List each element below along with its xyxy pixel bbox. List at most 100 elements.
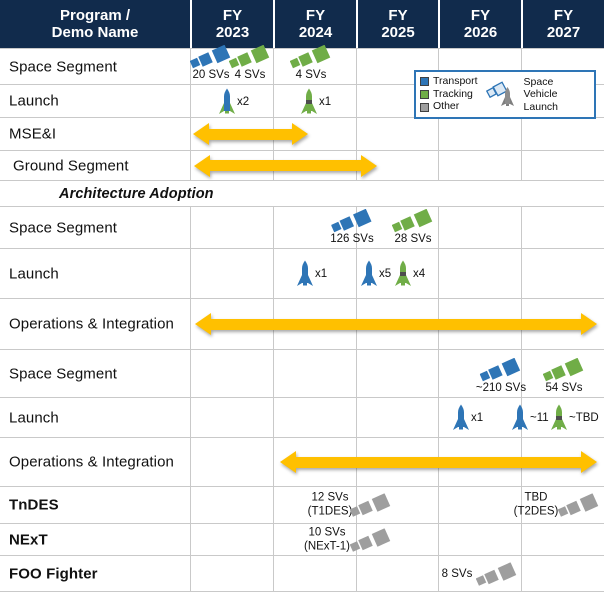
arrow-right-head-icon [292,123,308,145]
row-next: NExT 10 SVs (NExT-1) [0,523,604,555]
satellite-cluster-icon [558,493,600,519]
fy-year: 2025 [381,24,415,41]
legend-keys: Transport Tracking Other [420,76,478,113]
column-grid-line [273,49,274,84]
rocket-icon [394,260,412,288]
header-program-line2: Demo Name [51,24,139,41]
row-label: TnDES [9,496,59,514]
timeline-arrow [193,123,308,145]
column-grid-line [190,299,191,349]
header-cell-fy-2024: FY 2024 [273,0,356,48]
arrow-right-head-icon [581,313,597,335]
satellite-group: 54 SVs [543,357,585,395]
row-space-segment: Space Segment 20 SVs 4 SVs 4 SVs [0,44,604,84]
row-label: NExT [9,531,48,548]
column-grid-line [356,85,357,117]
column-grid-line [273,556,274,592]
row-mse-i: MSE&I [0,117,604,150]
column-grid-line [438,524,439,555]
space-vehicle-launch-icon [485,80,520,109]
launch-item: x5 [360,260,391,288]
row-tndes: TnDES 12 SVs (T1DES) TBD (T2DES) [0,486,604,523]
legend-item-other: Other [420,101,478,113]
rocket-icon [511,404,529,432]
satellite-cluster-icon [350,493,392,519]
fy-year: 2024 [298,24,333,41]
row-architecture-adoption: Architecture Adoption [0,180,604,206]
column-grid-line [190,556,191,592]
timeline-arrow [195,313,597,335]
launch-count-label: ~TBD [569,412,599,425]
arrow-left-head-icon [193,123,209,145]
column-grid-line [190,487,191,523]
row-space-segment: Space Segment ~210 SVs 54 SVs [0,349,604,397]
launch-item: x1 [296,260,327,288]
launch-item: ~11 [511,404,549,432]
row-label: MSE&I [9,125,57,143]
row-launch: Launch x1 ~11 ~TBD [0,397,604,437]
fy-year: 2026 [463,24,498,41]
column-grid-line [190,118,191,150]
satellite-group: 28 SVs [392,208,434,246]
row-launch: Launch x1 x5 x4 [0,248,604,298]
column-grid-line [273,350,274,397]
row-space-segment: Space Segment 126 SVs 28 SVs [0,206,604,248]
satellite-cluster-icon [476,562,518,588]
legend-swatch-tracking [420,89,429,99]
satellite-cluster-icon [190,44,232,70]
column-grid-line [356,49,357,84]
column-grid-line [273,438,274,486]
sv-count-label: 126 SVs [330,232,374,245]
sv-count-label: 4 SVs [234,68,266,81]
legend-swatch-other [420,102,429,112]
arrow-bar [210,160,361,171]
sv-count-label: 10 SVs (NExT-1) [304,525,350,554]
sv-count-label: 8 SVs [442,567,473,581]
row-label: Space Segment [9,58,118,75]
sv-count-line: TBD [524,491,548,504]
sv-count-label: 20 SVs [192,68,230,81]
fy-label: FY [222,6,243,24]
column-grid-line [521,249,522,298]
column-grid-line [521,151,522,180]
launch-count-label: ~11 [530,412,549,425]
column-grid-line [521,49,522,84]
satellite-cluster-icon [392,208,434,234]
column-grid-line [190,350,191,397]
column-grid-line [521,118,522,150]
column-grid-line [273,249,274,298]
satellite-group: ~210 SVs [476,357,526,395]
rocket-icon [360,260,378,288]
arrow-right-head-icon [361,154,377,177]
satellite-cluster-icon [290,44,332,70]
row-operations-integration: Operations & Integration [0,298,604,349]
row-ground-segment: Ground Segment [0,150,604,180]
column-grid-line [273,524,274,555]
sv-count-line: (T1DES) [307,506,353,518]
column-grid-line [273,85,274,117]
satellite-cluster-icon [476,357,526,383]
column-grid-line [273,487,274,523]
satellite-cluster-icon [350,528,392,553]
row-label: Launch [9,409,59,426]
column-grid-line [438,487,439,523]
column-grid-line [190,398,191,437]
row-foo-fighter: FOO Fighter 8 SVs [0,555,604,592]
launch-item: x2 [218,88,249,116]
section-label: Architecture Adoption [59,185,214,202]
rocket-icon [300,88,318,116]
sv-count-line: (NExT-1) [304,540,350,553]
column-grid-line [438,350,439,397]
launch-count-label: x1 [471,412,484,425]
column-grid-line [438,398,439,437]
launch-count-label: x5 [379,268,392,281]
satellite-group: 4 SVs [229,44,271,82]
column-grid-line [190,249,191,298]
sv-count-label: TBD (T2DES) [514,491,559,520]
fiscal-year-header-row: Program / Demo Name FY 2023 FY 2024 FY 2025 FY 20… [0,0,604,48]
fy-label: FY [553,6,574,24]
column-grid-line [356,398,357,437]
legend-item-tracking: Tracking [420,88,478,101]
column-grid-line [356,350,357,397]
